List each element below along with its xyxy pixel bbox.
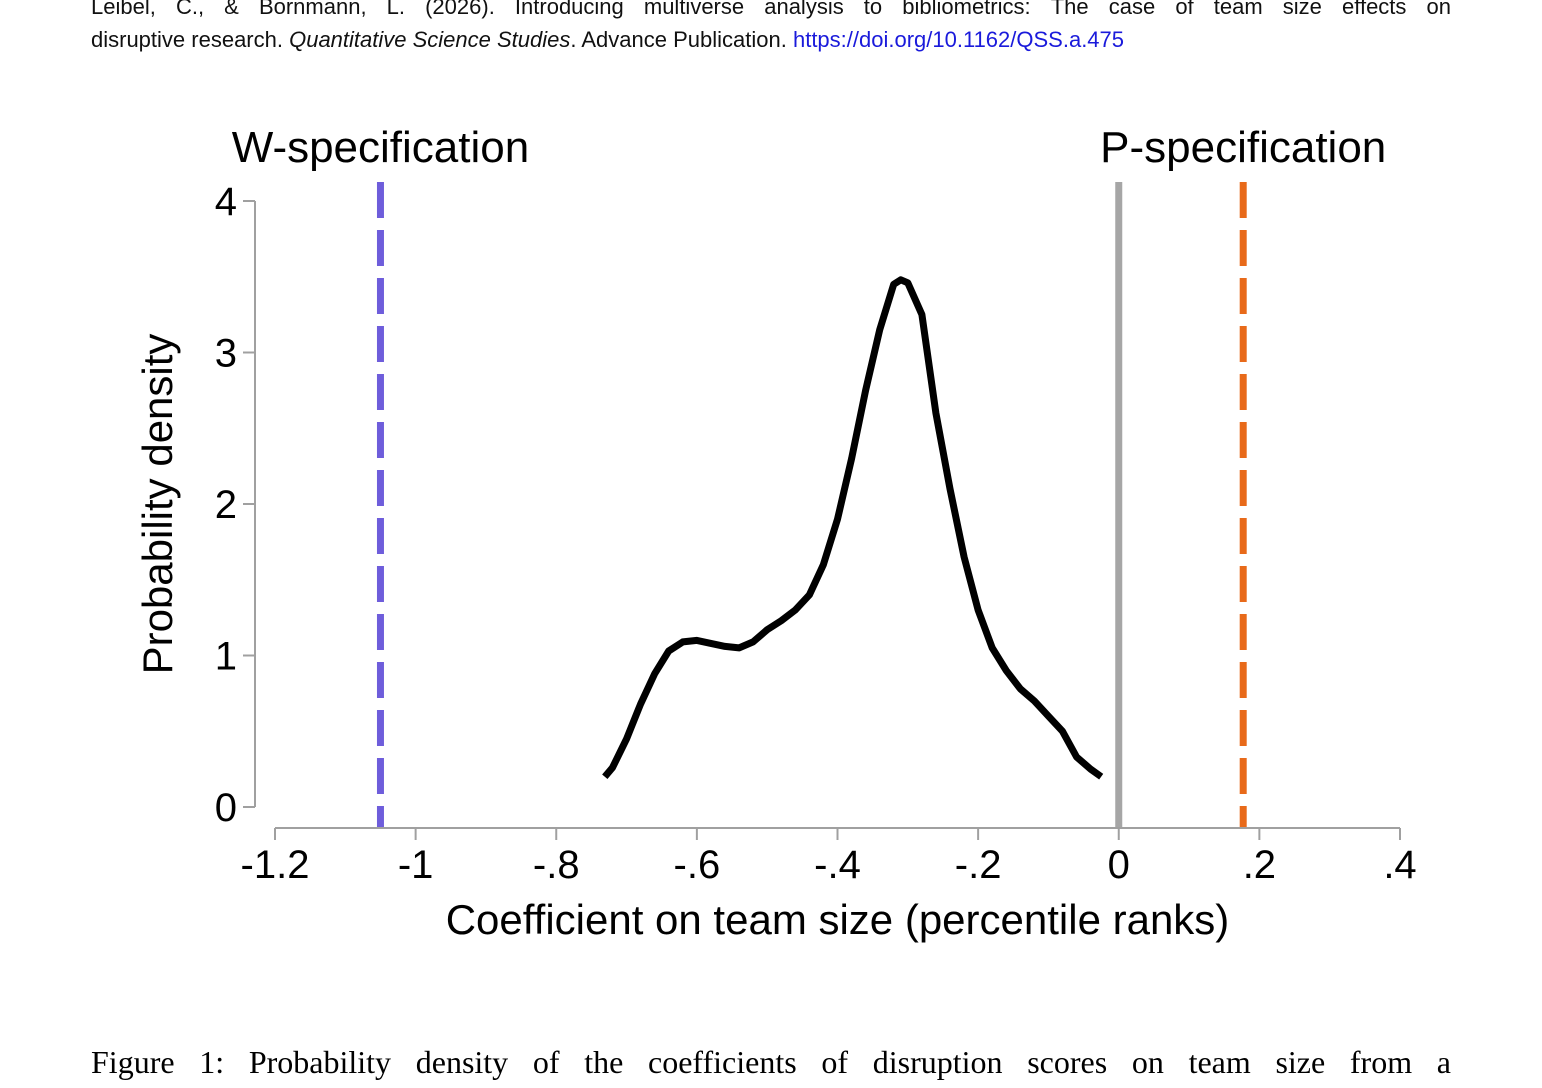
citation-text: disruptive research.: [91, 27, 290, 52]
citation-word: &: [224, 0, 239, 19]
density-chart: 0 1 2 3 4 -1.2 -1 -.8 -.6 -.4 -.2 0 .2 .4 Coefficient …: [134, 123, 1417, 943]
y-tick-label: 3: [215, 332, 237, 376]
figure-caption: Figure 1: Probability density of the coe…: [91, 1044, 1451, 1080]
x-tick-label: -1: [398, 843, 434, 887]
reference-line-label: W-specification: [232, 123, 530, 172]
citation-line-2: disruptive research. Quantitative Scienc…: [91, 23, 1451, 56]
citation-word: of: [1175, 0, 1194, 19]
x-tick-label: .2: [1243, 843, 1276, 887]
x-tick-label: -.2: [955, 843, 1002, 887]
y-axis-title: Probability density: [134, 334, 181, 675]
citation-word: size: [1282, 0, 1322, 19]
y-tick-label: 0: [215, 786, 237, 830]
citation-header: Leibel, C., & Bornmann, L. (2026). Introducing…: [91, 0, 1451, 56]
citation-word: multiverse: [643, 0, 745, 19]
citation-word: on: [1426, 0, 1451, 19]
y-tick-label: 4: [215, 180, 237, 224]
x-tick-label: -.8: [533, 843, 580, 887]
citation-word: The: [1050, 0, 1089, 19]
citation-word: case: [1108, 0, 1156, 19]
citation-word: Leibel,: [91, 0, 156, 19]
citation-word: to: [863, 0, 883, 19]
x-tick-label: -1.2: [241, 843, 310, 887]
citation-word: team: [1213, 0, 1263, 19]
citation-word: bibliometrics:: [902, 0, 1031, 19]
y-tick-label: 2: [215, 483, 237, 527]
citation-word: Bornmann,: [258, 0, 367, 19]
citation-word: Introducing: [514, 0, 624, 19]
citation-word: analysis: [764, 0, 844, 19]
x-axis-title: Coefficient on team size (percentile ran…: [446, 896, 1230, 943]
doi-link[interactable]: https://doi.org/10.1162/QSS.a.475: [792, 27, 1125, 52]
citation-line-1: Leibel, C., & Bornmann, L. (2026). Introducing…: [91, 0, 1451, 23]
y-tick-label: 1: [215, 635, 237, 679]
density-curve: [602, 276, 1104, 780]
citation-word: effects: [1342, 0, 1407, 19]
journal-name: Quantitative Science Studies: [289, 27, 571, 52]
citation-word: (2026).: [425, 0, 495, 19]
x-tick-label: .4: [1383, 843, 1416, 887]
citation-word: L.: [386, 0, 406, 19]
x-tick-label: -.6: [674, 843, 721, 887]
x-tick-label: -.4: [814, 843, 861, 887]
citation-publication-note: . Advance Publication.: [570, 27, 793, 52]
reference-line-label: P-specification: [1100, 123, 1386, 172]
x-tick-label: 0: [1108, 843, 1130, 887]
citation-word: C.,: [175, 0, 205, 19]
